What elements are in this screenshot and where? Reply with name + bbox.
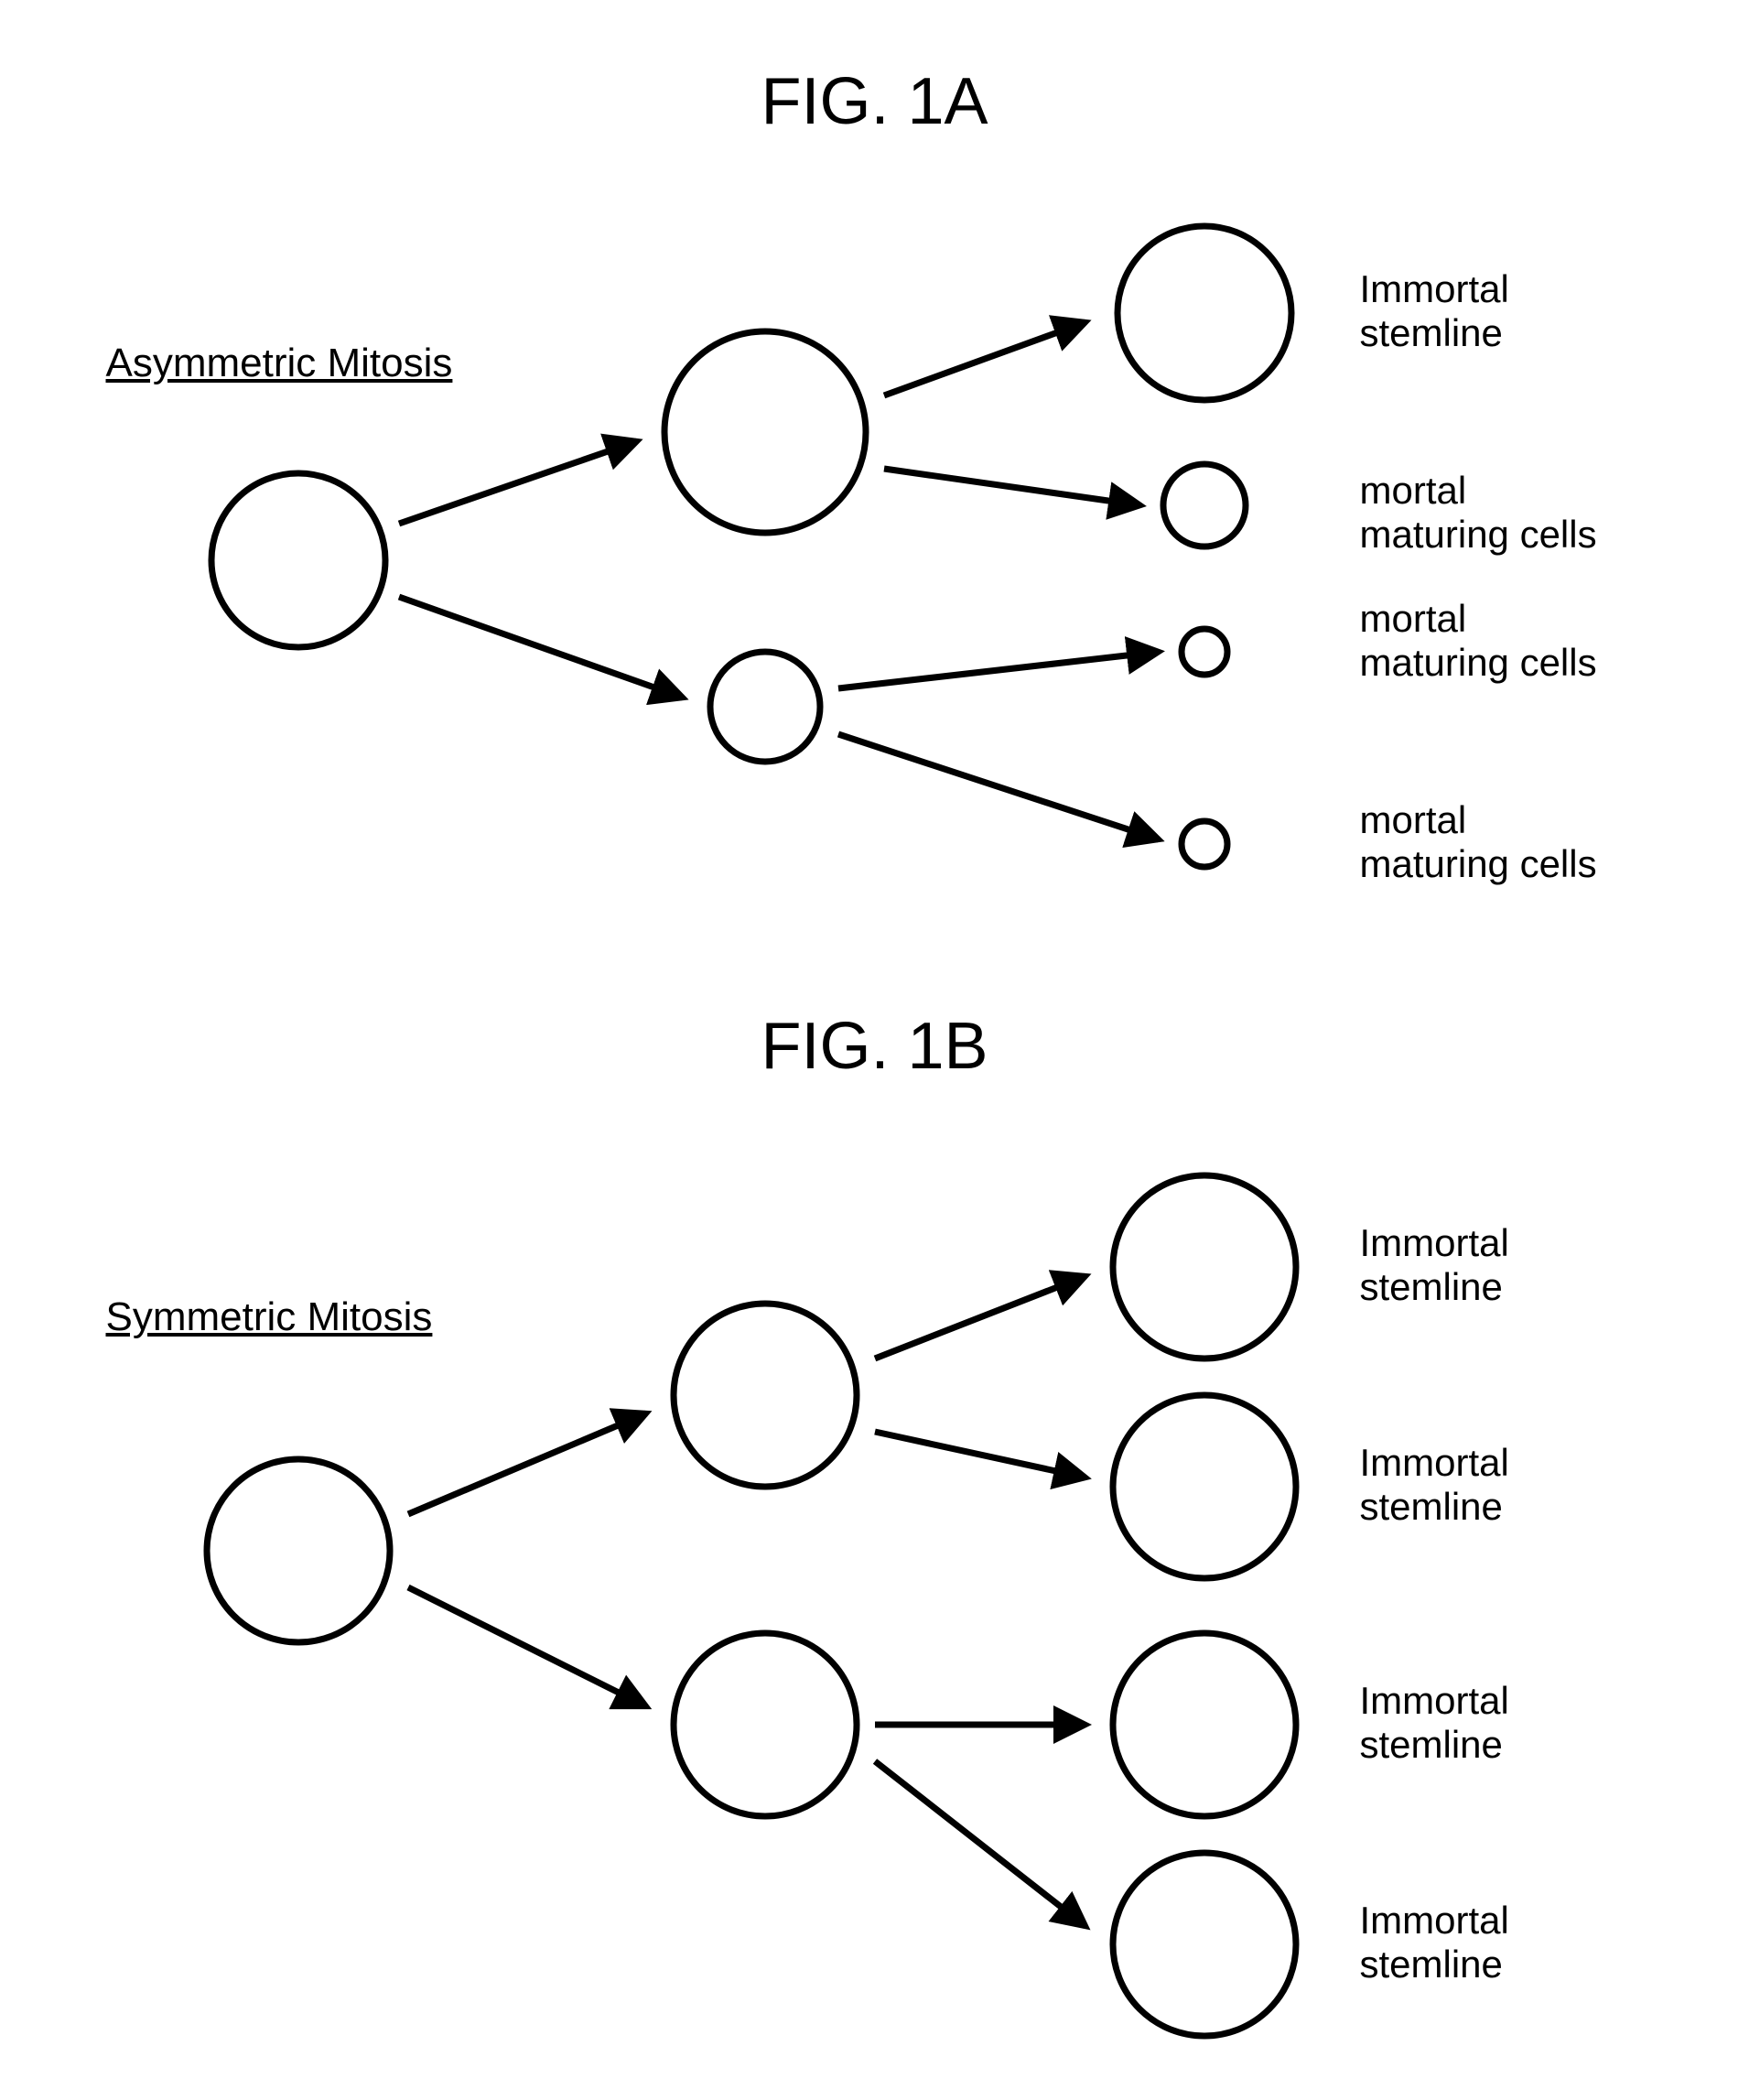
figure-container: FIG. 1A Asymmetric Mitosis Immortalsteml…	[51, 64, 1699, 2063]
division-arrow	[875, 1276, 1085, 1359]
division-arrow	[875, 1432, 1085, 1478]
cell-circle	[1113, 1853, 1296, 2036]
division-arrow	[875, 1761, 1085, 1926]
cell-type-label: Immortalstemline	[1360, 1221, 1509, 1310]
division-arrow	[408, 1413, 646, 1514]
division-arrow	[884, 469, 1140, 505]
division-arrow	[884, 322, 1085, 395]
cell-type-label: mortalmaturing cells	[1360, 469, 1597, 557]
cell-type-label: Immortalstemline	[1360, 1441, 1509, 1530]
cell-circle	[1182, 821, 1227, 867]
cell-circle	[207, 1459, 390, 1642]
cell-type-label: Immortalstemline	[1360, 267, 1509, 356]
diagram-a: Asymmetric Mitosis Immortalstemlinemorta…	[51, 157, 1699, 981]
diagram-b: Symmetric Mitosis ImmortalstemlineImmort…	[51, 1102, 1699, 2063]
cell-type-label: mortalmaturing cells	[1360, 597, 1597, 686]
cell-circle	[1113, 1395, 1296, 1578]
cell-circle	[674, 1633, 857, 1816]
cell-circle	[1117, 226, 1291, 400]
cell-circle	[1113, 1175, 1296, 1359]
cell-circle	[1163, 464, 1246, 547]
cell-type-label: Immortalstemline	[1360, 1679, 1509, 1768]
division-arrow	[399, 597, 683, 698]
cell-circle	[1182, 629, 1227, 675]
cell-type-label: Immortalstemline	[1360, 1899, 1509, 1987]
figure-a-title: FIG. 1A	[51, 64, 1699, 139]
division-arrow	[408, 1587, 646, 1706]
cell-type-label: mortalmaturing cells	[1360, 798, 1597, 887]
figure-b-title: FIG. 1B	[51, 1009, 1699, 1084]
division-arrow	[838, 652, 1159, 688]
division-arrow	[838, 734, 1159, 839]
cell-circle	[674, 1304, 857, 1487]
cell-circle	[1113, 1633, 1296, 1816]
cell-circle	[211, 473, 385, 647]
cell-circle	[710, 652, 820, 762]
division-arrow	[399, 441, 637, 524]
cell-circle	[664, 331, 866, 533]
